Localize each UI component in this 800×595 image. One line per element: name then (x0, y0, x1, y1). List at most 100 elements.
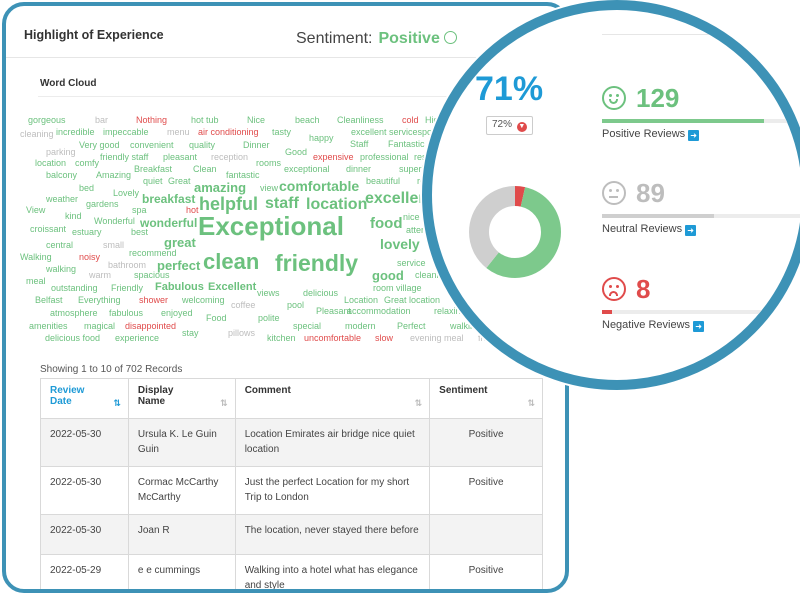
word-cloud-word: Location (344, 295, 379, 305)
word-cloud-word: bar (95, 115, 109, 125)
word-cloud-word: disappointed (125, 321, 177, 331)
word-cloud-word: incredible (56, 127, 95, 137)
positive-reviews-link[interactable]: Positive Reviews ➜ (602, 128, 700, 141)
summary-zoom-panel: 71% 72% ▼ 129 Positive Reviews ➜ 89 Neutr… (422, 0, 800, 390)
word-cloud-word: wonderful (140, 216, 198, 230)
word-cloud-word: fabulous (109, 308, 144, 318)
cell-sentiment: Positive (429, 554, 543, 589)
word-cloud-word: Breakfast (134, 164, 173, 174)
table-row[interactable]: 2022-05-29 e e cummings Walking into a h… (40, 554, 543, 589)
sentiment-value: Positive (378, 30, 440, 47)
neutral-reviews-link[interactable]: Neutral Reviews ➜ (602, 223, 697, 236)
word-cloud-word: Staff (350, 139, 369, 149)
word-cloud-word: Exceptional (198, 211, 344, 241)
word-cloud-word: Dinner (243, 140, 270, 150)
word-cloud-word: friendly (275, 250, 359, 276)
cell-name: Cormac McCarthy McCarthy (127, 466, 236, 515)
cell-sentiment: Positive (429, 418, 543, 467)
word-cloud-word: recommend (129, 248, 177, 258)
word-cloud-word: reception (211, 152, 249, 162)
word-cloud-word: atmosphere (50, 308, 98, 318)
word-cloud-word: Great (168, 176, 191, 186)
negative-bar (602, 310, 800, 314)
word-cloud-word: modern (345, 321, 376, 331)
word-cloud-word: estuary (72, 227, 102, 237)
word-cloud-word: pool (287, 300, 305, 310)
word-cloud: gorgeous bar Nothing hot tub Nice beach Cleanl… (20, 66, 562, 358)
arrow-right-icon[interactable]: ➜ (693, 321, 705, 332)
word-cloud-word: perfect (157, 258, 201, 273)
word-cloud-word: kitchen (267, 333, 296, 343)
word-cloud-word: gardens (86, 199, 119, 209)
column-header-display-name[interactable]: Display Name ⇅ (127, 378, 236, 419)
neutral-reviews-label: Neutral Reviews (602, 223, 683, 235)
negative-reviews-link[interactable]: Negative Reviews ➜ (602, 319, 705, 332)
cell-date: 2022-05-29 (40, 554, 129, 589)
word-cloud-word: Good (285, 147, 308, 157)
word-cloud-word: Walking (20, 252, 52, 262)
word-cloud-word: rest (414, 152, 430, 162)
word-cloud-word: Great location (384, 295, 441, 305)
word-cloud-panel: Word Cloud gorgeous bar Nothing hot tub Nice… (20, 66, 562, 358)
word-cloud-word: cleaning (20, 129, 54, 139)
cell-name: e e cummings (127, 554, 236, 589)
sort-icon[interactable]: ⇅ (220, 398, 228, 408)
divider (38, 96, 550, 97)
records-info: Showing 1 to 10 of 702 Records (40, 364, 183, 375)
word-cloud-word: breakfast (142, 192, 196, 206)
word-cloud-word: welcoming (182, 295, 225, 305)
sort-desc-icon[interactable]: ⇅ (113, 398, 121, 408)
column-header-comment[interactable]: Comment ⇅ (234, 378, 431, 419)
word-cloud-word: convenient (130, 140, 174, 150)
negative-count: 8 (636, 274, 651, 304)
cell-comment: Location Emirates air bridge nice quiet … (234, 418, 431, 467)
word-cloud-word: stay (182, 328, 199, 338)
word-cloud-word: friendly staff (100, 152, 149, 162)
table-row[interactable]: 2022-05-30 Ursula K. Le Guin Guin Locati… (40, 418, 543, 467)
cell-sentiment (429, 514, 543, 555)
sort-icon[interactable]: ⇅ (527, 398, 535, 408)
word-cloud-word: professional (360, 152, 409, 162)
word-cloud-word: Friendly (111, 283, 144, 293)
word-cloud-word: staff (265, 195, 299, 212)
cell-name: Ursula K. Le Guin Guin (127, 418, 236, 467)
word-cloud-word: walking (46, 264, 77, 274)
cell-comment: The location, never stayed there before (234, 514, 431, 555)
word-cloud-word: experience (115, 333, 160, 343)
word-cloud-word: quiet (143, 176, 163, 186)
word-cloud-word: balcony (46, 170, 78, 180)
word-cloud-word: central (46, 240, 74, 250)
neutral-bar (602, 214, 800, 218)
word-cloud-word: service (397, 258, 426, 268)
column-header-sentiment[interactable]: Sentiment ⇅ (429, 378, 543, 419)
word-cloud-word: delicious (303, 288, 339, 298)
arrow-right-icon[interactable]: ➜ (688, 130, 700, 141)
sentiment-donut-chart (469, 186, 561, 278)
table-row[interactable]: 2022-05-30 Cormac McCarthy McCarthy Just… (40, 466, 543, 515)
neutral-count: 89 (636, 178, 665, 208)
word-cloud-word: impeccable (103, 127, 149, 137)
word-cloud-word: uncomfortable (304, 333, 362, 343)
word-cloud-word: tasty (272, 127, 292, 137)
word-cloud-word: Clean (193, 164, 217, 174)
reviews-table: Review Date ⇅ Display Name ⇅ Comment ⇅ Sentim… (40, 378, 543, 589)
column-header-review-date[interactable]: Review Date ⇅ (40, 378, 129, 419)
word-cloud-word: Lovely (113, 188, 140, 198)
word-cloud-word: comfy (75, 158, 100, 168)
donut-slice-neutral (469, 186, 561, 278)
word-cloud-word: View (26, 205, 46, 215)
column-header-text: Date (50, 396, 72, 407)
word-cloud-word: Fantastic (388, 139, 425, 149)
arrow-right-icon[interactable]: ➜ (685, 225, 697, 236)
word-cloud-word: warm (89, 270, 111, 280)
frown-icon (602, 277, 626, 301)
positive-count: 129 (636, 83, 680, 113)
word-cloud-word: pleasant (163, 152, 198, 162)
sort-icon[interactable]: ⇅ (414, 398, 423, 408)
word-cloud-word: Cleanliness (337, 115, 384, 125)
word-cloud-word: bed (79, 183, 95, 193)
word-cloud-word: Belfast (35, 295, 63, 305)
table-row[interactable]: 2022-05-30 Joan R The location, never st… (40, 514, 543, 555)
word-cloud-word: gorgeous (28, 115, 66, 125)
word-cloud-word: spacious (134, 270, 170, 280)
